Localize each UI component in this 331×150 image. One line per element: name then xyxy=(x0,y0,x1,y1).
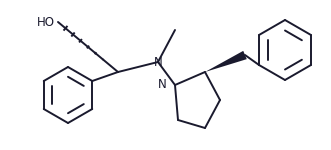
Polygon shape xyxy=(205,51,247,72)
Text: N: N xyxy=(158,78,167,92)
Text: HO: HO xyxy=(37,15,55,28)
Text: N: N xyxy=(154,56,163,69)
